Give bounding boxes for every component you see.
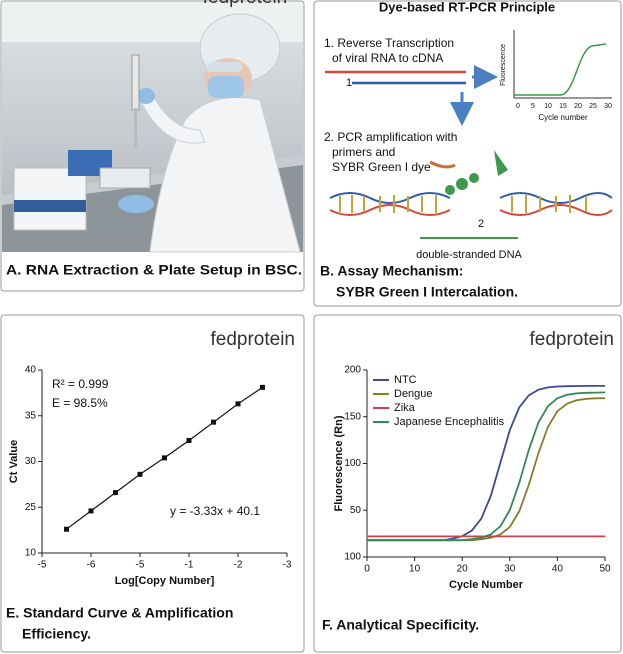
inset-curve [513, 30, 612, 99]
x-tick-label: 0 [364, 564, 370, 575]
data-point [64, 526, 69, 532]
panel-caption: E. Standard Curve & Amplification [6, 605, 233, 621]
data-point [211, 419, 216, 425]
data-point [186, 437, 192, 443]
y-tick-label: 100 [344, 552, 361, 563]
inset-ylabel: Fluorescence [500, 44, 507, 86]
inset-xlabel: Cycle number [538, 113, 588, 122]
annotation: R² = 0.999 [52, 377, 109, 391]
y-tick-label: 150 [344, 411, 361, 422]
y-tick-label: 30 [25, 456, 37, 467]
y-tick-label: 10 [25, 548, 37, 559]
inset-tick-label: 0 [516, 103, 520, 110]
x-axis-label: Cycle Number [449, 579, 524, 591]
x-tick-label: 50 [599, 564, 611, 575]
dna-helix [329, 150, 613, 239]
annotation: y = -3.33x + 40.1 [170, 504, 260, 518]
x-tick-label: 10 [409, 564, 421, 575]
data-point [88, 508, 94, 514]
inset-tick-label: 10 [544, 103, 552, 110]
panel-caption: F. Analytical Specificity. [322, 617, 479, 633]
y-tick-label: 50 [350, 505, 362, 516]
y-tick-label: 35 [25, 410, 37, 421]
panel-caption: SYBR Green I Intercalation. [336, 284, 518, 300]
x-tick-label: -2 [234, 560, 243, 571]
x-tick-label: 30 [504, 564, 516, 575]
watermark: fedprotein [529, 329, 614, 350]
watermark: fedprotein [203, 0, 288, 8]
x-tick-label: -5 [38, 560, 47, 571]
data-point [260, 384, 265, 390]
step-text: 1. Reverse Transcription [324, 36, 454, 50]
y-tick-label: 25 [25, 502, 37, 513]
step-text: SYBR Green I dye [332, 160, 431, 174]
data-point [162, 455, 167, 461]
panel-frame [0, 0, 305, 292]
x-tick-label: -6 [87, 560, 96, 571]
x-axis-label: Log[Copy Number] [115, 575, 215, 587]
y-axis-label: Ct Value [8, 440, 20, 483]
inset-tick-label: 30 [604, 103, 612, 110]
panel-caption: B. Assay Mechanism: [320, 263, 463, 279]
series-line [367, 391, 606, 542]
step-text: primers and [332, 145, 395, 159]
x-tick-label: 40 [552, 564, 564, 575]
y-axis-label: Fluorescence (Rn) [333, 415, 345, 511]
step-number: 1 [346, 77, 352, 89]
inset-tick-label: 15 [559, 103, 567, 110]
data-point [137, 471, 143, 477]
legend-label: NTC [394, 374, 417, 386]
x-tick-label: -1 [185, 560, 194, 571]
panel-frame [0, 314, 305, 653]
lab-photo [2, 2, 303, 253]
data-point [113, 490, 118, 496]
panel-caption: Efficiency. [22, 626, 91, 642]
step-number: 2 [478, 218, 484, 230]
data-point [235, 401, 241, 407]
legend-label: Dengue [394, 388, 433, 400]
step-text: of viral RNA to cDNA [332, 51, 443, 65]
y-tick-label: 200 [344, 365, 361, 376]
x-tick-label: -3 [283, 560, 292, 571]
annotation: E = 98.5% [52, 396, 108, 410]
inset-tick-label: 20 [574, 103, 582, 110]
x-tick-label: -5 [136, 560, 145, 571]
legend-label: Zika [394, 402, 416, 414]
watermark: fedprotein [210, 329, 295, 350]
y-tick-label: 100 [344, 458, 361, 469]
inset-tick-label: 25 [589, 103, 597, 110]
inset-tick-label: 5 [531, 103, 535, 110]
y-tick-label: 40 [25, 365, 37, 376]
legend-label: Japanese Encephalitis [394, 416, 505, 428]
panel-caption: A. RNA Extraction & Plate Setup in BSC. [6, 262, 302, 278]
diagram-title: Dye-based RT-PCR Principle [379, 0, 555, 14]
panel-frame [313, 0, 622, 307]
dna-label: double-stranded DNA [416, 249, 522, 261]
step-text: 2. PCR amplification with [324, 130, 457, 144]
panel-frame [313, 314, 622, 653]
x-tick-label: 20 [457, 564, 469, 575]
